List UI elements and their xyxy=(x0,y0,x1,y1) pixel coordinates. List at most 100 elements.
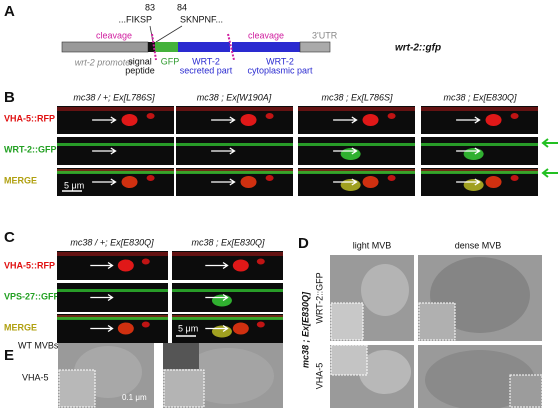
shape xyxy=(421,143,538,146)
sequence: ...FIKSP xyxy=(118,14,152,24)
shape xyxy=(463,148,484,160)
shape xyxy=(163,369,205,408)
row-label: WRT-2::GFP xyxy=(314,272,324,323)
shape xyxy=(117,259,134,272)
shape xyxy=(211,294,232,307)
row-label: VHA-5 xyxy=(314,363,324,390)
shape xyxy=(299,41,331,53)
shape xyxy=(265,113,274,119)
shape xyxy=(57,107,174,111)
shape xyxy=(176,143,293,146)
shape xyxy=(121,176,138,188)
shape xyxy=(387,113,396,119)
shape xyxy=(211,147,236,155)
shape xyxy=(211,325,232,338)
shape xyxy=(463,179,484,191)
group xyxy=(57,106,538,196)
shape xyxy=(57,317,168,320)
shape xyxy=(387,175,396,181)
shape xyxy=(146,113,155,119)
utr-label: 3'UTR xyxy=(312,30,338,40)
shape xyxy=(205,261,229,270)
gfp-label: GFP xyxy=(161,56,180,66)
shape xyxy=(172,252,283,256)
shape xyxy=(163,343,199,369)
shape xyxy=(232,322,249,335)
shape xyxy=(510,113,519,119)
shape xyxy=(265,175,274,181)
shape xyxy=(148,42,155,52)
shape xyxy=(151,33,157,61)
shape xyxy=(61,41,149,53)
shape xyxy=(421,171,538,174)
shape xyxy=(121,114,138,126)
shape xyxy=(240,176,257,188)
shape xyxy=(333,147,358,155)
shape xyxy=(298,107,415,111)
row-label: MERGE xyxy=(4,175,37,185)
shape xyxy=(211,116,236,124)
shape xyxy=(141,258,150,265)
shape xyxy=(155,25,183,43)
signal-label: signal xyxy=(128,56,152,66)
panel-label: C xyxy=(4,229,15,246)
shape xyxy=(456,178,481,186)
shape xyxy=(92,116,117,124)
panel-label: D xyxy=(298,235,309,252)
cleavage-label: cleavage xyxy=(96,30,132,40)
shape xyxy=(146,175,155,181)
promoter-label: wrt-2 promoter xyxy=(75,57,135,67)
shape xyxy=(425,350,535,408)
panel-label: A xyxy=(4,3,15,20)
shape xyxy=(57,143,174,146)
column-header: mc38 / +; Ex[L786S] xyxy=(73,92,155,102)
shape xyxy=(330,302,364,341)
shape xyxy=(361,264,409,316)
shape xyxy=(485,176,502,188)
shape xyxy=(57,289,168,292)
shape xyxy=(418,302,456,341)
shape xyxy=(176,107,293,111)
column-header: light MVB xyxy=(353,240,392,250)
panel-label: E xyxy=(4,347,14,364)
shape xyxy=(92,178,117,186)
group xyxy=(57,251,283,343)
scale-bar-label: 0.1 μm xyxy=(122,393,147,402)
signal-label: peptide xyxy=(125,65,155,75)
shape xyxy=(92,147,117,155)
shape xyxy=(359,350,411,394)
shape xyxy=(232,259,249,272)
row-label: VPS-27::GFP xyxy=(4,291,60,301)
cytoplasmic-label: WRT-2 xyxy=(266,56,294,66)
secreted-label: secreted part xyxy=(180,65,233,75)
scale-bar-label: 5 μm xyxy=(64,180,84,190)
shape xyxy=(90,293,114,302)
column-header: mc38 ; Ex[E830Q] xyxy=(443,92,517,102)
shape xyxy=(340,179,361,191)
shape xyxy=(340,148,361,160)
shape xyxy=(541,138,558,178)
shape xyxy=(117,322,134,335)
shape xyxy=(90,261,114,270)
panel-label: B xyxy=(4,89,15,106)
shape xyxy=(456,147,481,155)
residue-number: 83 xyxy=(145,2,155,12)
cleavage-label: cleavage xyxy=(248,30,284,40)
genotype-label: mc38 ; Ex[E830Q] xyxy=(300,291,310,368)
shape xyxy=(333,178,358,186)
shape xyxy=(227,33,235,61)
shape xyxy=(330,344,368,376)
construct-name: wrt-2::gfp xyxy=(395,43,441,54)
shape xyxy=(172,317,283,320)
row-label: WRT-2::GFP xyxy=(4,144,57,154)
shape xyxy=(256,258,265,265)
shape xyxy=(510,175,519,181)
shape xyxy=(298,143,415,146)
shape xyxy=(182,348,274,404)
panel-title: WT MVBs xyxy=(18,340,59,350)
column-header: dense MVB xyxy=(455,240,502,250)
shape xyxy=(90,324,114,333)
row-label: VHA-5::RFP xyxy=(4,113,55,123)
column-header: mc38 / +; Ex[E830Q] xyxy=(70,237,154,247)
shape xyxy=(57,171,174,174)
